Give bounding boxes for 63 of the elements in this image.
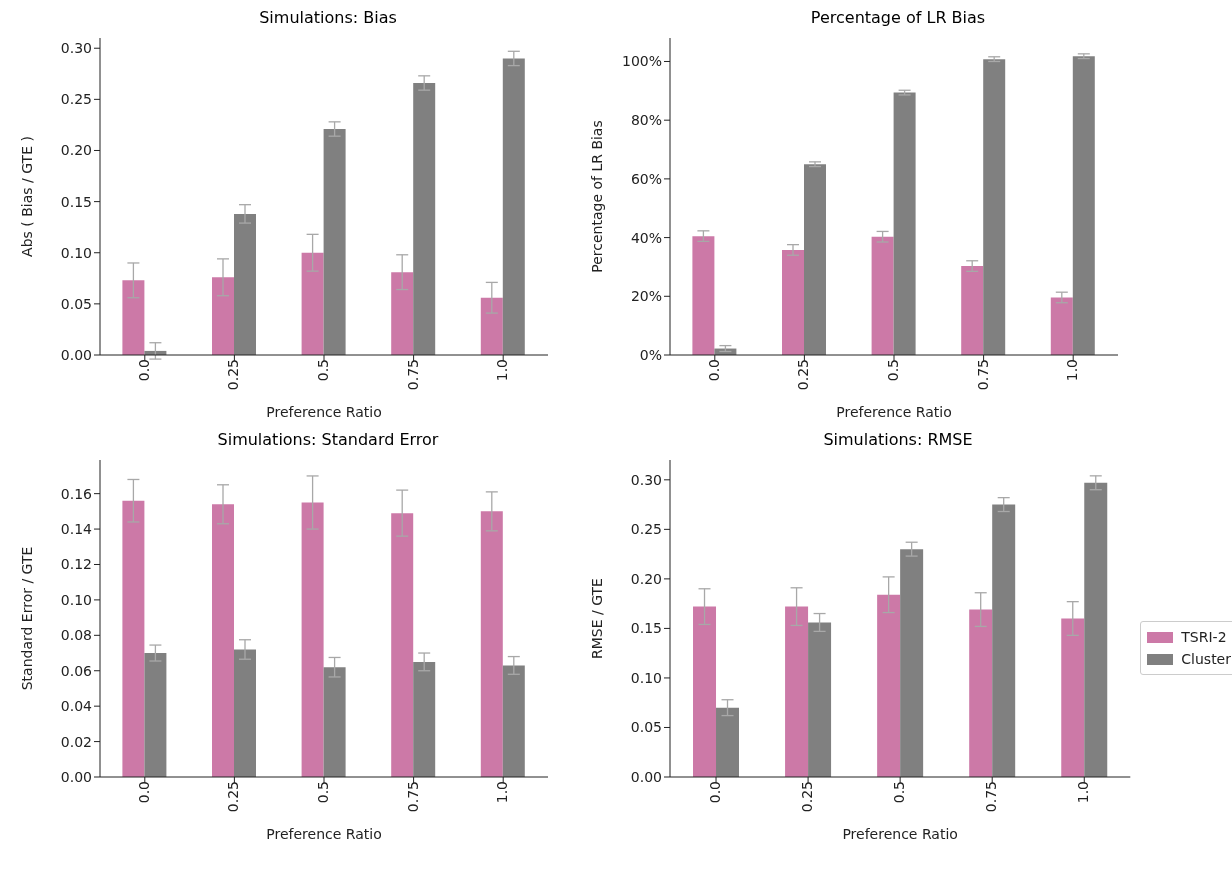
y-tick-label: 0.30 (60, 40, 92, 57)
x-tick-label: 0.5 (884, 359, 901, 382)
chart-title: Simulations: Standard Error (216, 430, 440, 451)
y-tick-label: 0% (639, 346, 662, 363)
y-tick-label: 0.15 (60, 193, 92, 210)
x-tick-label: 1.0 (1064, 359, 1081, 382)
x-axis-title: Preference Ratio (842, 826, 958, 842)
chart-title: Percentage of LR Bias (809, 8, 987, 29)
y-tick-label: 0.10 (630, 669, 662, 686)
x-axis-title: Preference Ratio (836, 404, 952, 420)
y-tick-label: 0.16 (60, 485, 93, 502)
x-tick-label: 0.5 (314, 359, 331, 382)
x-axis-title: Preference Ratio (266, 404, 382, 420)
y-tick-label: 0.12 (60, 556, 92, 573)
x-tick-label: 0.75 (404, 359, 421, 391)
y-tick-label: 0.06 (60, 662, 93, 679)
y-tick-label: 0.20 (630, 570, 662, 587)
y-tick-label: 80% (630, 112, 662, 129)
x-tick-label: 0.75 (983, 781, 1000, 813)
y-axis-title: RMSE / GTE (588, 578, 605, 659)
y-axis-title: Percentage of LR Bias (588, 120, 605, 273)
y-tick-label: 40% (630, 229, 662, 246)
x-tick-label: 0.25 (795, 359, 812, 391)
legend-label: Cluster (1181, 650, 1231, 669)
x-tick-label: 0.75 (974, 359, 991, 391)
legend-label: TSRI-2 (1181, 628, 1227, 647)
chart-title: Simulations: RMSE (822, 430, 974, 451)
x-tick-label: 0.0 (135, 781, 152, 804)
y-axis-title: Standard Error / GTE (18, 546, 35, 691)
y-tick-label: 0.30 (630, 471, 662, 488)
x-tick-label: 1.0 (494, 359, 511, 382)
y-tick-label: 0.00 (60, 768, 92, 785)
y-tick-label: 100% (621, 53, 662, 70)
y-tick-label: 0.04 (60, 698, 93, 715)
y-axis-title: Abs ( Bias / GTE ) (18, 136, 35, 257)
x-tick-label: 0.0 (135, 359, 152, 382)
y-tick-label: 0.20 (60, 142, 92, 159)
x-tick-label: 0.75 (404, 781, 421, 813)
y-tick-label: 0.08 (60, 627, 92, 644)
y-tick-label: 0.00 (60, 346, 92, 363)
x-tick-label: 0.25 (799, 781, 816, 813)
x-tick-label: 0.0 (706, 781, 723, 804)
y-tick-label: 0.05 (60, 295, 92, 312)
y-tick-label: 0.05 (630, 719, 662, 736)
y-tick-label: 0.00 (630, 768, 662, 785)
y-tick-label: 60% (630, 170, 662, 187)
y-tick-label: 0.10 (60, 591, 92, 608)
x-tick-label: 0.5 (314, 781, 331, 804)
x-tick-label: 0.5 (891, 781, 908, 804)
y-tick-label: 0.25 (60, 91, 92, 108)
x-tick-label: 0.25 (225, 359, 242, 391)
y-tick-label: 20% (630, 288, 662, 305)
y-tick-label: 0.10 (60, 244, 92, 261)
x-tick-label: 0.0 (705, 359, 722, 382)
y-tick-label: 0.25 (630, 521, 662, 538)
x-tick-label: 1.0 (494, 781, 511, 804)
y-tick-label: 0.15 (630, 620, 662, 637)
x-tick-label: 1.0 (1075, 781, 1092, 804)
chart-title: Simulations: Bias (258, 8, 398, 29)
x-axis-title: Preference Ratio (266, 826, 382, 842)
x-tick-label: 0.25 (225, 781, 242, 813)
y-tick-label: 0.02 (60, 733, 92, 750)
y-tick-label: 0.14 (60, 521, 93, 538)
